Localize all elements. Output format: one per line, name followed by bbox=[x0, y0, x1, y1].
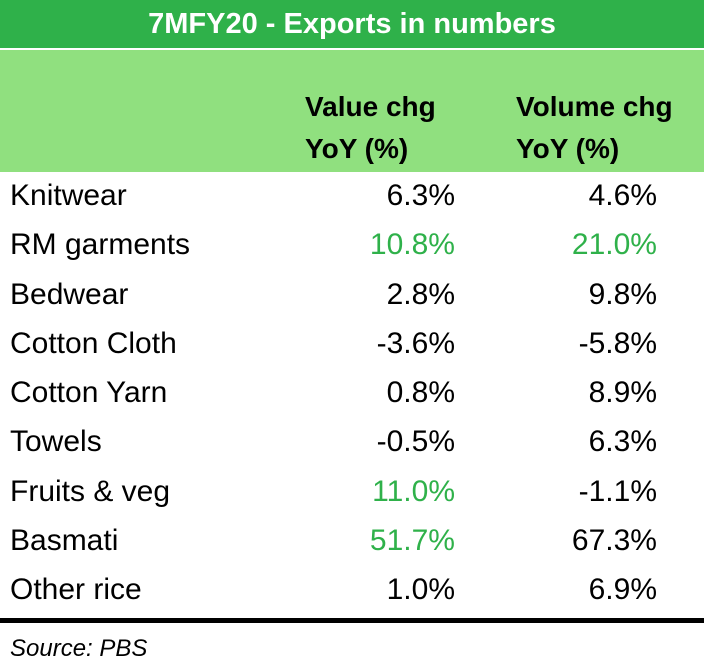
table-row: Fruits & veg 11.0% -1.1% bbox=[0, 468, 704, 517]
value-chg-cell: -0.5% bbox=[376, 425, 455, 459]
row-label: Towels bbox=[10, 425, 102, 459]
value-chg-cell: -3.6% bbox=[376, 326, 455, 360]
volume-chg-cell: -5.8% bbox=[578, 326, 657, 360]
row-label: Bedwear bbox=[10, 277, 129, 311]
header-value-line1: Value chg bbox=[305, 91, 436, 122]
table-row: Basmati 51.7% 67.3% bbox=[0, 517, 704, 566]
value-chg-cell: 0.8% bbox=[386, 376, 455, 410]
table-row: Bedwear 2.8% 9.8% bbox=[0, 271, 704, 320]
table-row: Cotton Yarn 0.8% 8.9% bbox=[0, 369, 704, 418]
value-chg-cell: 51.7% bbox=[369, 524, 455, 558]
table-title: 7MFY20 - Exports in numbers bbox=[0, 0, 704, 50]
table-row: Knitwear 6.3% 4.6% bbox=[0, 172, 704, 221]
value-chg-cell: 11.0% bbox=[372, 474, 455, 508]
volume-chg-cell: 6.9% bbox=[588, 573, 657, 607]
volume-chg-cell: 6.3% bbox=[588, 425, 657, 459]
volume-chg-cell: -1.1% bbox=[578, 474, 657, 508]
row-label: Cotton Cloth bbox=[10, 326, 177, 360]
header-volume-line1: Volume chg bbox=[516, 91, 673, 122]
volume-chg-cell: 9.8% bbox=[588, 277, 657, 311]
header-value-line2: YoY (%) bbox=[305, 133, 409, 164]
bottom-rule bbox=[0, 617, 704, 623]
table-row: Towels -0.5% 6.3% bbox=[0, 418, 704, 467]
table-row: Other rice 1.0% 6.9% bbox=[0, 566, 704, 615]
row-label: RM garments bbox=[10, 228, 191, 262]
value-chg-cell: 6.3% bbox=[386, 179, 455, 212]
source-note: Source: PBS bbox=[10, 634, 148, 662]
header-value-chg: Value chg YoY (%) bbox=[305, 86, 475, 170]
table-header: Value chg YoY (%) Volume chg YoY (%) bbox=[0, 50, 704, 172]
value-chg-cell: 2.8% bbox=[386, 277, 455, 311]
row-label: Knitwear bbox=[10, 179, 127, 212]
volume-chg-cell: 21.0% bbox=[571, 228, 657, 262]
value-chg-cell: 1.0% bbox=[386, 573, 455, 607]
table-row: RM garments 10.8% 21.0% bbox=[0, 221, 704, 270]
header-volume-chg: Volume chg YoY (%) bbox=[516, 86, 702, 170]
volume-chg-cell: 8.9% bbox=[588, 376, 657, 410]
row-label: Fruits & veg bbox=[10, 474, 171, 508]
table-row: Cotton Cloth -3.6% -5.8% bbox=[0, 320, 704, 369]
table-body: Knitwear 6.3% 4.6% RM garments 10.8% 21.0% Bed… bbox=[0, 172, 704, 616]
value-chg-cell: 10.8% bbox=[369, 228, 455, 262]
volume-chg-cell: 4.6% bbox=[588, 179, 657, 212]
row-label: Cotton Yarn bbox=[10, 376, 168, 410]
header-volume-line2: YoY (%) bbox=[516, 133, 620, 164]
row-label: Other rice bbox=[10, 573, 142, 607]
row-label: Basmati bbox=[10, 524, 119, 558]
volume-chg-cell: 67.3% bbox=[571, 524, 657, 558]
